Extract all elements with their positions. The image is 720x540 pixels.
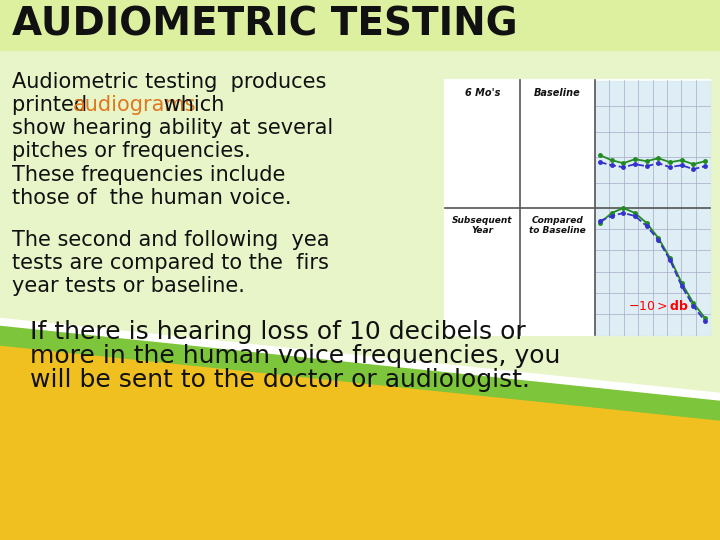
Text: pitches or frequencies.: pitches or frequencies. (12, 141, 251, 161)
Bar (595, 208, 710, 335)
Text: printed: printed (12, 95, 94, 115)
Bar (445, 80, 710, 335)
Polygon shape (0, 325, 720, 420)
Bar (595, 81, 710, 208)
Text: tests are compared to the  firs: tests are compared to the firs (12, 253, 329, 273)
Bar (0, 0, 720, 50)
Text: The second and following  yea: The second and following yea (12, 230, 330, 250)
Text: Subsequent
Year: Subsequent Year (452, 216, 513, 235)
Text: which: which (157, 95, 225, 115)
Text: audiograms: audiograms (73, 95, 197, 115)
Text: Compared
to Baseline: Compared to Baseline (529, 216, 586, 235)
Text: show hearing ability at several: show hearing ability at several (12, 118, 333, 138)
Text: $-10 > \mathbf{db}$: $-10 > \mathbf{db}$ (628, 299, 689, 313)
Text: These frequencies include: These frequencies include (12, 165, 285, 185)
Text: If there is hearing loss of 10 decibels or: If there is hearing loss of 10 decibels … (30, 320, 526, 344)
Text: Baseline: Baseline (534, 88, 581, 98)
Polygon shape (0, 345, 720, 540)
Text: those of  the human voice.: those of the human voice. (12, 188, 292, 208)
Text: year tests or baseline.: year tests or baseline. (12, 276, 245, 296)
Polygon shape (0, 317, 720, 400)
Text: more in the human voice frequencies, you: more in the human voice frequencies, you (30, 344, 560, 368)
Text: will be sent to the doctor or audiologist.: will be sent to the doctor or audiologis… (30, 368, 530, 392)
Text: Audiometric testing  produces: Audiometric testing produces (12, 72, 326, 92)
Text: AUDIOMETRIC TESTING: AUDIOMETRIC TESTING (12, 6, 518, 44)
Polygon shape (0, 310, 720, 392)
Text: 6 Mo's: 6 Mo's (465, 88, 500, 98)
